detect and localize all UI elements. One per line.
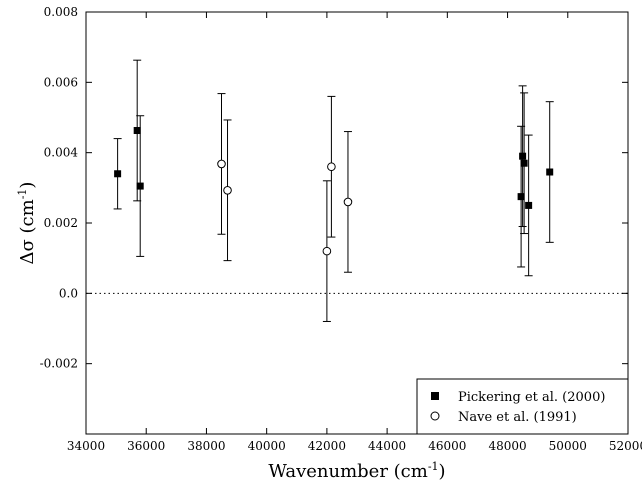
x-tick-label: 38000 — [187, 439, 225, 453]
legend-box — [416, 378, 629, 435]
x-tick-label: 44000 — [368, 439, 406, 453]
data-point-square — [546, 168, 554, 176]
data-point-circle — [223, 185, 232, 195]
data-point-square — [114, 170, 122, 178]
axis-ticks: 34000 36000 38000 40000 42000 44000 46000 48000… — [40, 5, 642, 453]
y-tick-label: -0.002 — [40, 357, 78, 371]
data-point-square — [133, 127, 141, 135]
data-point-square — [136, 182, 144, 190]
legend-label-nave: Nave et al. (1991) — [458, 410, 577, 425]
data-point-circle — [343, 197, 353, 207]
y-tick-label: 0.0 — [59, 286, 78, 300]
x-axis-title: Wavenumber (cm-1) — [268, 460, 445, 482]
x-tick-label: 36000 — [127, 439, 165, 453]
data-point-square — [520, 159, 528, 167]
legend: Pickering et al. (2000) Nave et al. (199… — [416, 378, 629, 435]
data-point-circle — [327, 162, 336, 172]
x-tick-label: 40000 — [248, 439, 286, 453]
data-point-square — [525, 201, 533, 209]
data-point-circle — [217, 159, 226, 169]
legend-square-marker — [431, 392, 439, 400]
data-point-square — [517, 193, 525, 201]
legend-label-pickering: Pickering et al. (2000) — [458, 390, 605, 405]
data-marks — [113, 59, 554, 322]
x-tick-label: 46000 — [428, 439, 466, 453]
y-tick-label: 0.004 — [44, 146, 79, 160]
legend-circle-marker — [430, 411, 440, 421]
data-point-circle — [322, 246, 332, 256]
x-tick-label: 50000 — [549, 439, 587, 453]
x-tick-label: 52000 — [609, 439, 642, 453]
y-tick-label: 0.008 — [44, 5, 78, 19]
data-point-square — [519, 152, 527, 160]
y-tick-label: 0.006 — [44, 75, 78, 89]
x-tick-label: 42000 — [308, 439, 346, 453]
y-axis-title: Δσ (cm-1) — [16, 182, 38, 265]
y-tick-label: 0.002 — [44, 216, 78, 230]
x-tick-label: 34000 — [67, 439, 105, 453]
x-tick-label: 48000 — [488, 439, 526, 453]
plot-area — [85, 11, 629, 435]
